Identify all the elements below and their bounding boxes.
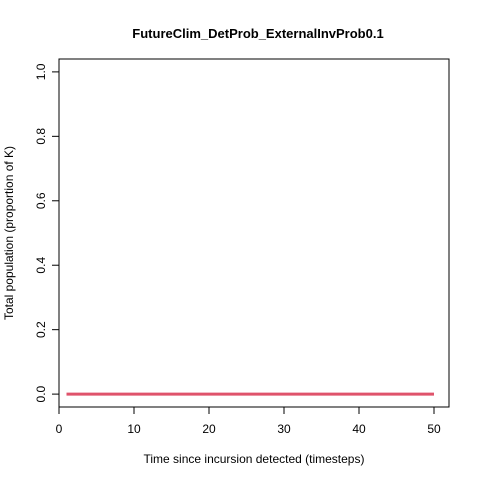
- x-tick-label: 10: [127, 422, 141, 436]
- y-tick-label: 1.0: [34, 63, 48, 80]
- chart-title: FutureClim_DetProb_ExternalInvProb0.1: [132, 26, 383, 41]
- y-tick-label: 0.8: [34, 128, 48, 145]
- y-tick-label: 0.2: [34, 321, 48, 338]
- y-axis-label: Total population (proportion of K): [2, 146, 16, 320]
- x-tick-label: 20: [202, 422, 216, 436]
- x-axis: 0 10 20 30 40 50: [56, 406, 441, 436]
- y-axis: 0.0 0.2 0.4 0.6 0.8 1.0: [34, 63, 60, 402]
- x-tick-label: 30: [277, 422, 291, 436]
- x-tick-label: 50: [427, 422, 441, 436]
- y-tick-label: 0.4: [34, 257, 48, 274]
- y-tick-label: 0.0: [34, 385, 48, 402]
- x-axis-label: Time since incursion detected (timesteps…: [144, 452, 365, 466]
- plot-frame: [58, 58, 450, 408]
- x-tick-label: 40: [352, 422, 366, 436]
- y-tick-label: 0.6: [34, 192, 48, 209]
- x-tick-label: 0: [56, 422, 63, 436]
